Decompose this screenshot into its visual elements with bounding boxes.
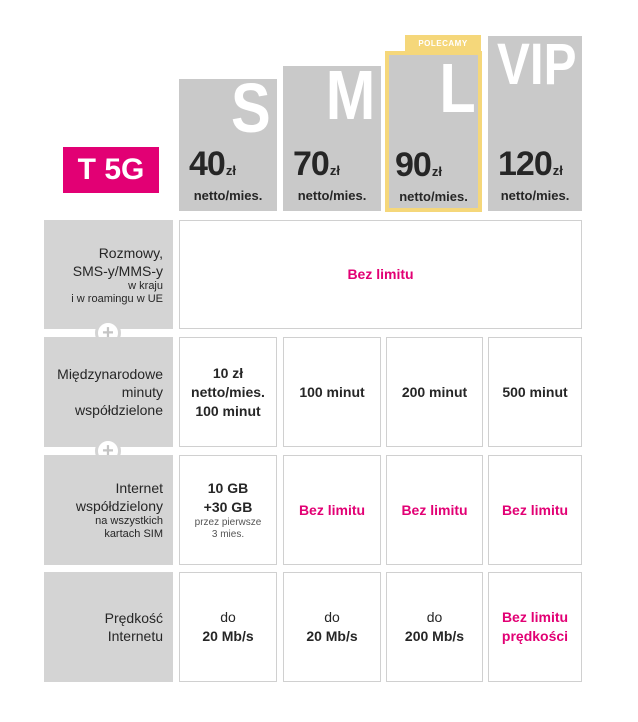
plan-price: 70zł <box>293 145 340 183</box>
cell-value: +30 GB <box>203 499 253 515</box>
plan-price: 40zł <box>189 145 236 183</box>
plan-price: 120zł <box>498 145 563 183</box>
plan-period: netto/mies. <box>399 189 468 204</box>
cell-calls-all: Bez limitu <box>179 220 582 329</box>
cell-value: Bez limitu <box>347 266 414 282</box>
cell-value: do <box>220 609 236 625</box>
cell-value: 10 zł <box>212 364 244 381</box>
cell-value: 200 Mb/s <box>404 628 465 644</box>
plan-header-l: L 90zł netto/mies. <box>385 51 482 212</box>
label-line: współdzielony <box>75 498 163 514</box>
cell-internet-m: Bez limitu <box>283 455 381 565</box>
cell-value: Bez limitu <box>298 501 366 518</box>
plan-header-s: S 40zł netto/mies. <box>179 79 277 211</box>
cell-value: do <box>324 609 340 625</box>
cell-value: netto/mies. <box>191 383 265 400</box>
cell-value: 10 GB <box>207 480 249 496</box>
plan-period: netto/mies. <box>500 188 570 203</box>
row-label-intl-minutes: Międzynarodowe minuty współdzielone <box>44 337 173 447</box>
label-line: Internet <box>115 480 163 496</box>
cell-value: 20 Mb/s <box>202 628 254 644</box>
cell-intl-l: 200 minut <box>386 337 483 447</box>
plan-letter: S <box>231 79 271 147</box>
cell-internet-vip: Bez limitu <box>488 455 582 565</box>
label-line: i w roamingu w UE <box>71 292 163 305</box>
cell-speed-m: do 20 Mb/s <box>283 572 381 682</box>
label-line: w kraju <box>128 279 163 292</box>
label-line: minuty <box>121 384 163 400</box>
plan-letter: VIP <box>496 36 576 97</box>
label-line: na wszystkich <box>95 515 163 527</box>
plan-header-m: M 70zł netto/mies. <box>283 66 381 211</box>
cell-value: 20 Mb/s <box>306 628 358 644</box>
plan-letter: L <box>439 51 476 127</box>
cell-internet-s: 10 GB +30 GB przez pierwsze 3 mies. <box>179 455 277 565</box>
cell-value: Bez limitu <box>501 609 569 625</box>
cell-intl-m: 100 minut <box>283 337 381 447</box>
cell-value: 200 minut <box>401 383 468 400</box>
label-line: kartach SIM <box>104 528 163 540</box>
cell-value: 100 minut <box>299 383 365 400</box>
label-line: SMS-y/MMS-y <box>72 262 163 279</box>
plan-period: netto/mies. <box>297 188 367 203</box>
t-mobile-5g-logo: T 5G <box>63 147 159 193</box>
cell-internet-l: Bez limitu <box>386 455 483 565</box>
cell-value: 100 minut <box>195 402 261 419</box>
cell-value: 500 minut <box>502 383 568 400</box>
cell-value: Bez limitu <box>501 501 569 518</box>
label-line: Prędkość <box>104 610 163 626</box>
recommended-badge: POLECAMY <box>405 35 481 52</box>
cell-value: prędkości <box>501 628 569 644</box>
label-line: Międzynarodowe <box>57 366 163 382</box>
cell-speed-vip: Bez limitu prędkości <box>488 572 582 682</box>
cell-value: do <box>426 609 443 625</box>
plan-letter: M <box>325 66 375 134</box>
cell-note: przez pierwsze <box>194 517 262 528</box>
row-label-calls: Rozmowy, SMS-y/MMS-y w kraju i w roaming… <box>44 220 173 329</box>
cell-speed-s: do 20 Mb/s <box>179 572 277 682</box>
cell-value: Bez limitu <box>401 501 468 518</box>
label-line: współdzielone <box>75 402 163 418</box>
row-label-speed: Prędkość Internetu <box>44 572 173 682</box>
plan-header-vip: VIP 120zł netto/mies. <box>488 36 582 211</box>
label-line: Internetu <box>107 628 163 644</box>
label-line: Rozmowy, <box>98 244 163 261</box>
logo-text: T 5G <box>77 153 145 186</box>
cell-intl-s: 10 zł netto/mies. 100 minut <box>179 337 277 447</box>
row-label-internet: Internet współdzielony na wszystkich kar… <box>44 455 173 565</box>
plan-price: 90zł <box>395 146 442 184</box>
cell-intl-vip: 500 minut <box>488 337 582 447</box>
plan-period: netto/mies. <box>193 188 263 203</box>
cell-speed-l: do 200 Mb/s <box>386 572 483 682</box>
cell-note: 3 mies. <box>211 529 245 540</box>
